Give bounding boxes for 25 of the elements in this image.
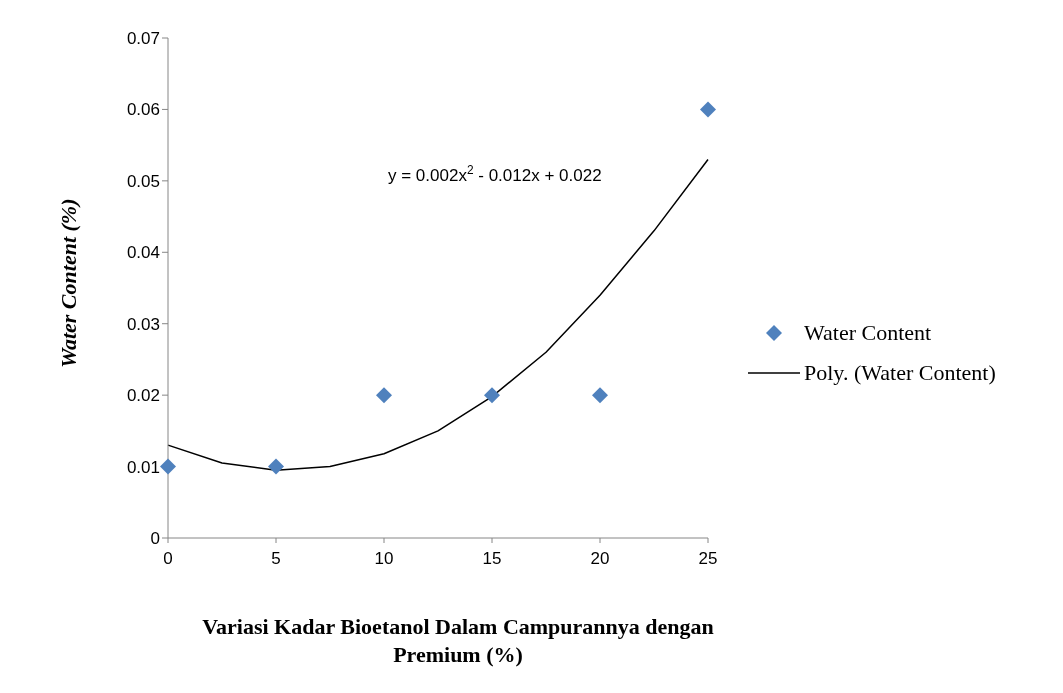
y-axis-title: Water Content (%) <box>55 198 81 368</box>
x-tick-label: 10 <box>374 549 394 569</box>
point <box>484 387 500 404</box>
annotation: y = 0.002x$^{2}$ - 0.012x + 0.022 <box>388 163 602 185</box>
point <box>376 387 392 404</box>
point <box>700 101 716 118</box>
x-axis-title: Variasi Kadar Bioetanol Dalam Campurannya dengan Premium (%) <box>201 613 715 669</box>
y-tick-label: 0.06 <box>126 100 160 120</box>
y-tick-label: 0 <box>150 529 160 549</box>
y-tick-label: 0.02 <box>126 386 160 406</box>
y-tick-label: 0.04 <box>126 243 160 263</box>
point <box>592 387 608 404</box>
point <box>160 458 176 475</box>
y-tick-label: 0.01 <box>126 457 160 477</box>
x-tick-label: 15 <box>482 549 502 569</box>
y-tick-label: 0.07 <box>126 29 160 49</box>
x-tick-label: 25 <box>698 549 718 569</box>
x-tick-label: 5 <box>271 549 281 569</box>
point <box>268 458 284 475</box>
legend-label: Poly. (Water Content) <box>804 360 996 386</box>
x-tick-label: 0 <box>163 549 173 569</box>
y-tick-label: 0.05 <box>126 171 160 191</box>
y-tick-label: 0.03 <box>126 314 160 334</box>
x-tick-label: 20 <box>590 549 610 569</box>
legend-label: Water Content <box>804 320 932 346</box>
